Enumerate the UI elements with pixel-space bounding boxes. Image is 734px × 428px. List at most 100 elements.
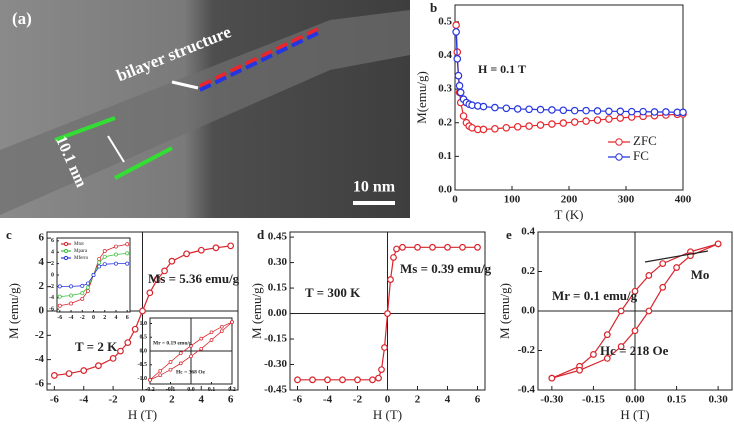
red-dash xyxy=(199,26,321,88)
y-tick-label: 4 xyxy=(39,256,45,268)
marker xyxy=(85,285,90,290)
annotation: H = 0.1 T xyxy=(478,62,526,76)
x-tick-label: 400 xyxy=(675,193,692,205)
marker xyxy=(131,325,139,333)
panel-label: b xyxy=(430,0,437,15)
marker xyxy=(548,120,556,128)
y-tick-label: 0.4 xyxy=(438,49,452,61)
x-tick-label: 2 xyxy=(103,315,106,321)
marker xyxy=(455,81,464,90)
marker xyxy=(125,242,130,247)
marker xyxy=(582,117,590,125)
marker xyxy=(548,106,556,114)
marker xyxy=(673,264,680,271)
nanowire xyxy=(0,10,410,215)
x-tick-label: -4 xyxy=(79,393,89,405)
x-tick-label: -0.2 xyxy=(145,387,155,393)
marker xyxy=(714,240,722,248)
marker xyxy=(161,267,168,275)
marker xyxy=(603,355,611,362)
marker xyxy=(189,343,193,348)
x-tick-label: -6 xyxy=(57,315,62,321)
marker xyxy=(97,260,102,265)
x-tick-label: -6 xyxy=(293,393,303,405)
marker xyxy=(199,336,204,341)
x-tick-label: 6 xyxy=(126,315,129,321)
y-tick-label: 0 xyxy=(51,272,54,278)
legend-label: Mferro xyxy=(74,256,89,261)
y-tick-label: -0.4 xyxy=(518,384,536,396)
legend-marker xyxy=(63,248,69,254)
marker xyxy=(662,108,670,116)
marker xyxy=(491,124,499,133)
y-axis-label: M (emu/g) xyxy=(6,283,21,339)
marker xyxy=(459,243,466,251)
marker xyxy=(125,261,130,266)
marker xyxy=(80,283,85,288)
y-axis-label: M(emu/g) xyxy=(414,71,429,124)
legend-label: Mtot xyxy=(74,242,84,247)
marker xyxy=(294,376,301,384)
marker xyxy=(209,330,214,335)
marker xyxy=(444,243,451,251)
y-tick-label: 6 xyxy=(39,232,45,244)
y-tick-label: 0.2 xyxy=(438,116,452,128)
marker xyxy=(324,376,331,384)
marker xyxy=(183,250,190,258)
marker xyxy=(605,107,613,116)
y-tick-label: -0.5 xyxy=(138,362,148,368)
x-tick-label: 2 xyxy=(169,393,175,405)
panel: -6 -4 -2 0 2 4 6 -0.45 -0.30 -0.15 0.00 0.15 0.30 0.4… xyxy=(249,227,492,422)
legend-marker xyxy=(615,153,623,161)
marker xyxy=(85,288,90,293)
marker xyxy=(69,293,73,298)
marker xyxy=(525,122,533,130)
annotation: Mo xyxy=(691,267,710,282)
marker xyxy=(219,329,224,334)
marker xyxy=(631,327,639,335)
x-axis-label: H (T) xyxy=(128,407,157,422)
marker xyxy=(178,351,183,356)
y-tick-label: 0 xyxy=(39,305,45,317)
y-tick-label: 1.0 xyxy=(140,321,148,327)
marker xyxy=(590,351,597,358)
y-tick-label: 0.3 xyxy=(438,83,452,95)
marker xyxy=(456,88,465,97)
marker xyxy=(91,273,96,277)
marker xyxy=(679,108,687,117)
x-axis-label: H (T) xyxy=(373,407,402,422)
marker xyxy=(378,366,385,374)
marker xyxy=(474,243,481,251)
x-tick-label: 0.00 xyxy=(625,393,645,405)
marker xyxy=(650,108,659,116)
marker xyxy=(616,114,625,122)
x-axis-label: H (T) xyxy=(620,407,649,422)
x-tick-label: -4 xyxy=(69,315,74,321)
annotation: Hc = 218 Oe xyxy=(600,343,669,358)
marker xyxy=(124,339,132,347)
marker xyxy=(513,105,522,113)
marker xyxy=(603,331,611,339)
y-tick-label: 2 xyxy=(51,261,54,267)
y-tick-label: 0.1 xyxy=(438,150,452,162)
marker xyxy=(453,55,462,63)
marker xyxy=(69,301,73,306)
blue-dash xyxy=(199,31,319,92)
marker xyxy=(645,272,653,279)
marker xyxy=(146,289,154,297)
legend-marker xyxy=(615,138,623,146)
marker xyxy=(95,362,102,370)
x-tick-label: -0.1 xyxy=(166,387,176,393)
annotation: Ms = 5.36 emu/g xyxy=(148,271,240,286)
marker xyxy=(199,346,204,351)
legend-label: Mpara xyxy=(74,249,88,254)
y-tick-label: -0.30 xyxy=(264,358,287,370)
marker xyxy=(393,245,400,253)
marker xyxy=(102,254,107,259)
x-tick-label: 0 xyxy=(140,393,146,405)
marker xyxy=(97,257,102,262)
marker xyxy=(536,121,545,129)
marker xyxy=(50,372,58,379)
x-tick-label: 0.2 xyxy=(228,387,236,393)
y-tick-label: 0.30 xyxy=(268,256,288,268)
